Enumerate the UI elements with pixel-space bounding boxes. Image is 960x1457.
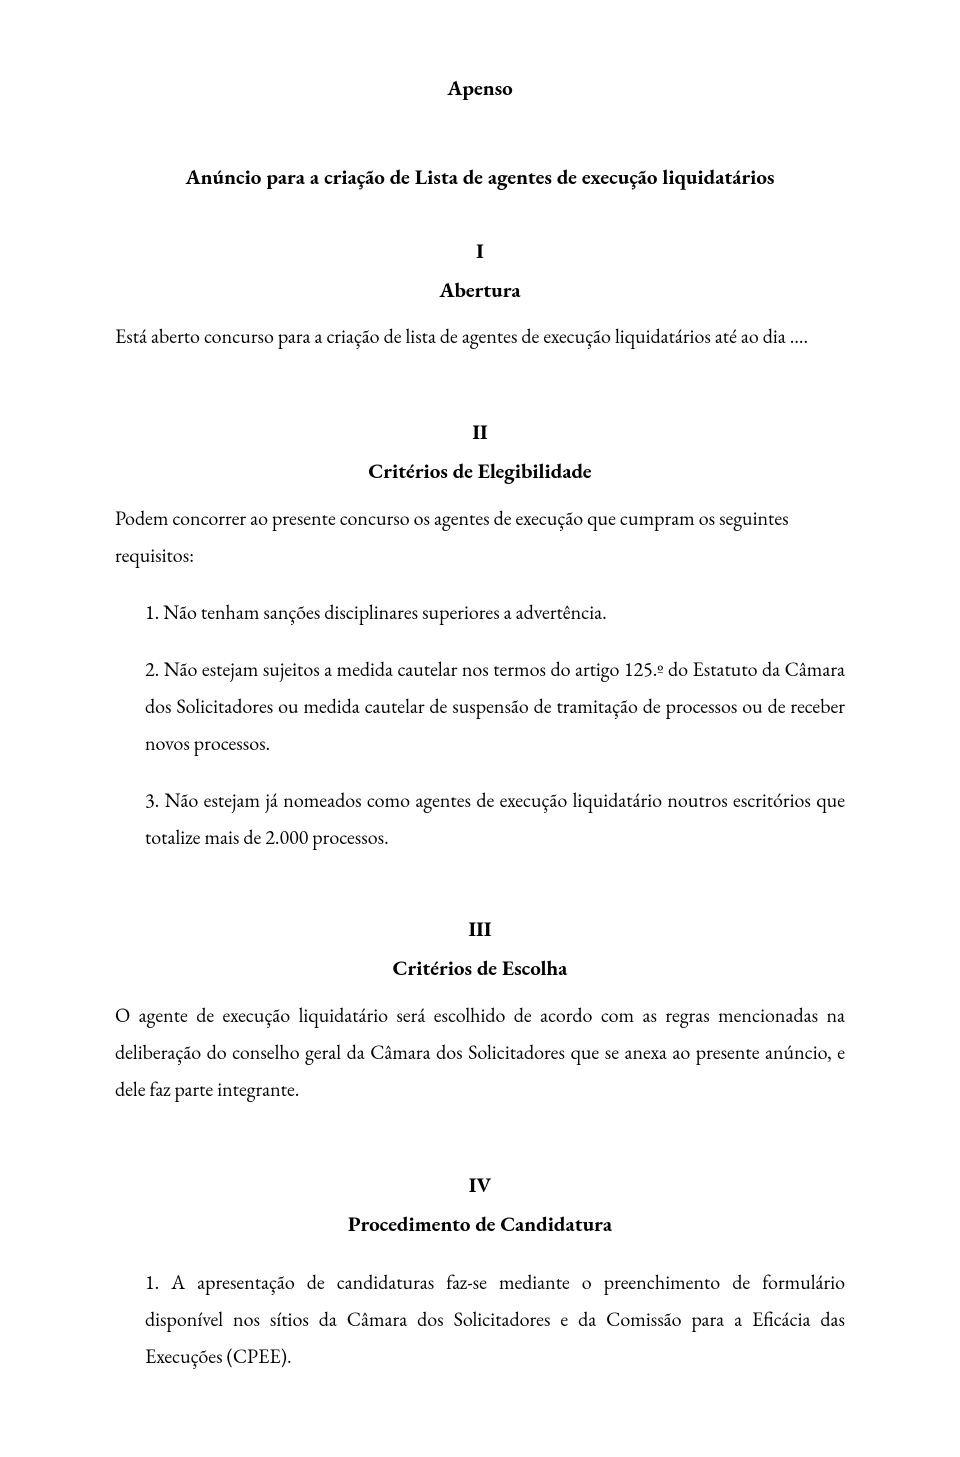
spacer [115,858,845,876]
section-4-list: 1. A apresentação de candidaturas faz-se… [115,1264,845,1375]
spacer [115,361,845,379]
section-1-title: Abertura [115,272,845,311]
document-page: Apenso Anúncio para a criação de Lista d… [0,0,960,1457]
doc-header: Apenso [115,70,845,109]
section-2-title: Critérios de Elegibilidade [115,453,845,492]
section-1-paragraph: Está aberto concurso para a criação de l… [115,318,845,355]
list-item: 2. Não estejam sujeitos a medida cautela… [145,651,845,762]
section-4-number: IV [115,1167,845,1206]
section-2-number: II [115,414,845,453]
section-3-title: Critérios de Escolha [115,950,845,989]
section-2-intro-line1: Podem concorrer ao presente concurso os … [115,500,845,574]
list-item: 1. A apresentação de candidaturas faz-se… [145,1264,845,1375]
doc-subheader: Anúncio para a criação de Lista de agent… [115,159,845,198]
spacer [115,1114,845,1132]
section-4-title: Procedimento de Candidatura [115,1206,845,1245]
list-item: 1. Não tenham sanções disciplinares supe… [145,594,845,631]
section-3-number: III [115,911,845,950]
section-1-number: I [115,233,845,272]
section-2-list: 1. Não tenham sanções disciplinares supe… [115,594,845,856]
list-item: 3. Não estejam já nomeados como agentes … [145,782,845,856]
section-3-paragraph: O agente de execução liquidatário será e… [115,997,845,1108]
